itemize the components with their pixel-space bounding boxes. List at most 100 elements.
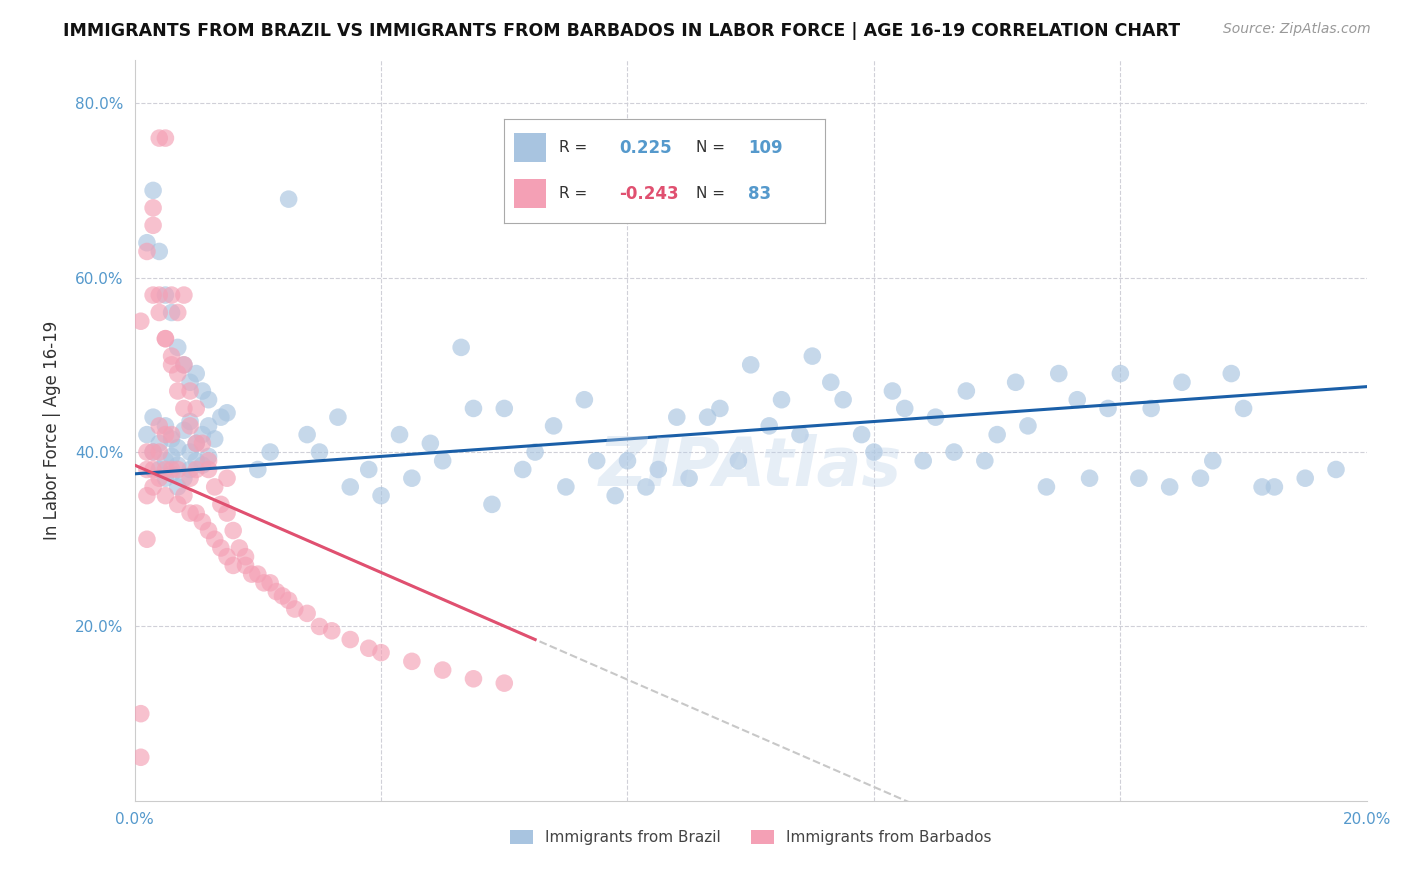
Point [204,533,226,547]
Point [912,454,935,468]
Point [882,384,904,398]
Point [554,480,576,494]
Point [277,593,299,607]
Point [191,436,214,450]
Point [222,524,245,538]
Point [204,480,226,494]
Point [179,471,201,485]
Point [1202,454,1225,468]
Point [973,454,995,468]
Point [709,401,731,416]
Point [401,654,423,668]
Point [191,458,214,472]
Point [148,288,170,302]
Point [246,462,269,476]
Point [1097,401,1119,416]
Point [678,471,700,485]
Point [136,462,159,476]
Point [155,454,177,468]
Point [820,376,842,390]
Point [616,454,638,468]
Point [222,558,245,573]
Point [1159,480,1181,494]
Point [166,367,188,381]
Legend: Immigrants from Brazil, Immigrants from Barbados: Immigrants from Brazil, Immigrants from … [509,830,991,845]
Point [166,462,188,476]
Point [173,489,195,503]
Point [186,401,208,416]
Point [191,384,214,398]
Point [924,410,946,425]
Point [512,462,534,476]
Point [308,445,330,459]
Point [1128,471,1150,485]
Point [155,332,177,346]
Point [136,489,159,503]
Point [179,462,201,476]
Point [148,462,170,476]
Point [266,584,288,599]
Point [1035,480,1057,494]
Point [173,401,195,416]
Point [148,418,170,433]
Point [129,706,152,721]
Point [770,392,793,407]
Point [1251,480,1274,494]
Point [155,332,177,346]
Point [142,219,165,233]
Point [259,575,281,590]
Point [543,418,565,433]
Point [129,314,152,328]
Point [186,436,208,450]
Point [253,575,276,590]
Point [832,392,855,407]
Point [136,235,159,250]
Point [1109,367,1132,381]
Point [696,410,718,425]
Point [357,462,380,476]
Point [148,131,170,145]
Point [419,436,441,450]
Point [191,515,214,529]
Point [142,462,165,476]
Point [142,288,165,302]
Point [401,471,423,485]
Point [1017,418,1039,433]
Point [388,427,411,442]
Point [160,427,183,442]
Point [148,244,170,259]
Point [295,607,318,621]
Point [634,480,657,494]
Point [893,401,915,416]
Point [160,358,183,372]
Point [160,305,183,319]
Point [197,524,219,538]
Point [179,506,201,520]
Point [166,340,188,354]
Point [789,427,811,442]
Point [339,480,361,494]
Point [173,358,195,372]
Point [136,533,159,547]
Point [155,131,177,145]
Point [197,462,219,476]
Point [240,567,263,582]
Point [986,427,1008,442]
Point [665,410,688,425]
Point [155,489,177,503]
Point [524,445,547,459]
Point [1066,392,1088,407]
Point [740,358,762,372]
Point [155,471,177,485]
Text: IMMIGRANTS FROM BRAZIL VS IMMIGRANTS FROM BARBADOS IN LABOR FORCE | AGE 16-19 CO: IMMIGRANTS FROM BRAZIL VS IMMIGRANTS FRO… [63,22,1181,40]
Point [370,489,392,503]
Point [197,392,219,407]
Point [179,376,201,390]
Point [215,406,238,420]
Point [155,427,177,442]
Point [215,506,238,520]
Point [186,454,208,468]
Point [142,480,165,494]
Point [160,450,183,464]
Point [148,436,170,450]
